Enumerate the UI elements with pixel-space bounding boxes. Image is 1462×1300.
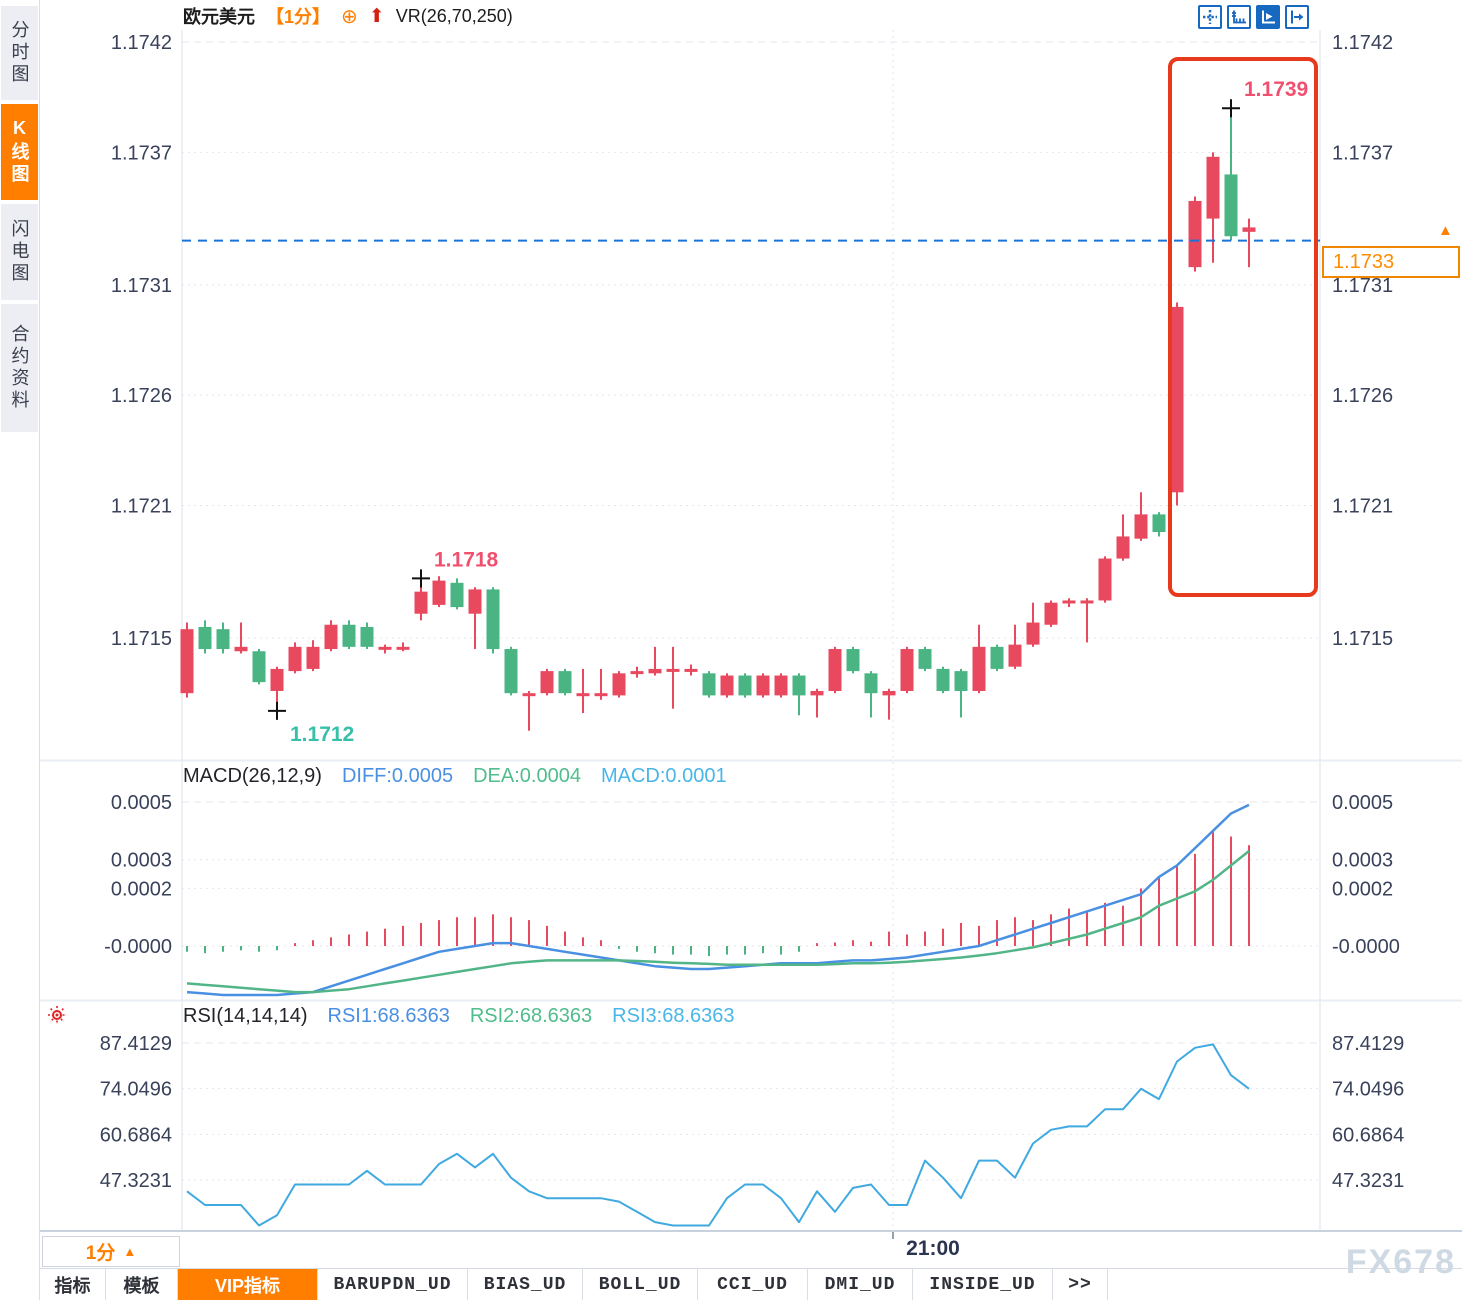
- rsi1-value: RSI1:68.6363: [327, 1004, 450, 1027]
- svg-text:1.1731: 1.1731: [111, 275, 172, 297]
- tab-boll-ud[interactable]: BOLL_UD: [583, 1269, 698, 1300]
- tab-more[interactable]: >>: [1053, 1269, 1108, 1300]
- svg-text:47.3231: 47.3231: [100, 1170, 172, 1192]
- indicator-settings-sun-icon[interactable]: [46, 1004, 68, 1026]
- rsi2-value: RSI2:68.6363: [469, 1004, 593, 1027]
- svg-text:1.1742: 1.1742: [111, 32, 172, 54]
- svg-text:0.0005: 0.0005: [111, 792, 172, 814]
- indicator-label: VR(26,70,250): [395, 5, 513, 26]
- svg-text:1.1731: 1.1731: [1332, 275, 1393, 297]
- svg-text:0.0002: 0.0002: [1332, 878, 1393, 900]
- price-up-arrow-icon: ▲: [1438, 222, 1453, 239]
- interval-value: 1分: [85, 1243, 116, 1264]
- svg-text:87.4129: 87.4129: [1332, 1033, 1404, 1055]
- svg-text:74.0496: 74.0496: [1332, 1079, 1404, 1101]
- svg-text:0.0002: 0.0002: [111, 878, 172, 900]
- svg-text:74.0496: 74.0496: [100, 1079, 172, 1101]
- time-tick: [892, 1232, 894, 1239]
- macd-macd-value: MACD:0.0001: [600, 764, 727, 787]
- svg-text:0.0003: 0.0003: [1332, 850, 1393, 872]
- svg-text:1.1737: 1.1737: [1332, 142, 1393, 164]
- svg-text:1.1718: 1.1718: [434, 548, 499, 571]
- svg-text:0.0003: 0.0003: [111, 850, 172, 872]
- svg-text:1.1712: 1.1712: [290, 723, 354, 746]
- chevron-up-icon: ▲: [123, 1244, 137, 1259]
- tab-indicators[interactable]: 指标: [40, 1269, 106, 1300]
- svg-text:87.4129: 87.4129: [100, 1033, 172, 1055]
- svg-text:47.3231: 47.3231: [1332, 1170, 1404, 1192]
- chart-toolbar: [1198, 5, 1309, 29]
- svg-text:1.1715: 1.1715: [1332, 628, 1393, 650]
- svg-text:1.1726: 1.1726: [1332, 385, 1393, 407]
- time-axis: 21:00: [40, 1232, 1462, 1268]
- svg-text:-0.0000: -0.0000: [104, 936, 172, 958]
- current-price-badge: 1.1733: [1322, 246, 1460, 278]
- tab-cci-ud[interactable]: CCI_UD: [698, 1269, 808, 1300]
- tab-inside-ud[interactable]: INSIDE_UD: [913, 1269, 1053, 1300]
- svg-text:1.1721: 1.1721: [1332, 496, 1393, 518]
- macd-dea-value: DEA:0.0004: [473, 764, 581, 787]
- tab-bias-ud[interactable]: BIAS_UD: [468, 1269, 583, 1300]
- jump-to-latest-icon[interactable]: [1285, 5, 1309, 29]
- rsi-title[interactable]: RSI(14,14,14): [183, 1004, 308, 1027]
- sidebar-tab-flash-chart[interactable]: 闪电图: [1, 204, 38, 300]
- svg-text:1.1715: 1.1715: [111, 628, 172, 650]
- sidebar-tab-kline-chart[interactable]: K线图: [1, 104, 38, 200]
- tab-barupdn-ud[interactable]: BARUPDN_UD: [318, 1269, 468, 1300]
- svg-text:1.1726: 1.1726: [111, 385, 172, 407]
- svg-text:1.1742: 1.1742: [1332, 32, 1393, 54]
- auto-scale-icon[interactable]: [1256, 5, 1280, 29]
- interval-label[interactable]: 【1分】: [266, 7, 331, 27]
- sidebar-tab-contract-info[interactable]: 合约资料: [1, 304, 38, 432]
- sidebar: 分时图 K线图 闪电图 合约资料: [0, 0, 40, 1300]
- rsi-header: RSI(14,14,14) RSI1:68.6363 RSI2:68.6363 …: [183, 1003, 735, 1029]
- chart-header: 欧元美元 【1分】 ⊕ ⬆ VR(26,70,250): [183, 3, 513, 29]
- macd-title[interactable]: MACD(26,12,9): [183, 764, 322, 787]
- sidebar-tab-time-chart[interactable]: 分时图: [1, 6, 38, 100]
- svg-text:60.6864: 60.6864: [100, 1124, 172, 1146]
- svg-text:0.0005: 0.0005: [1332, 792, 1393, 814]
- time-label: 21:00: [906, 1237, 960, 1260]
- svg-text:1.1721: 1.1721: [111, 496, 172, 518]
- rsi3-value: RSI3:68.6363: [612, 1004, 735, 1027]
- symbol-title: 欧元美元: [183, 7, 255, 27]
- bottom-tab-bar: 指标 模板 VIP指标 BARUPDN_UD BIAS_UD BOLL_UD C…: [40, 1268, 1462, 1300]
- macd-diff-value: DIFF:0.0005: [341, 764, 454, 787]
- tab-vip-indicators[interactable]: VIP指标: [178, 1269, 318, 1300]
- interval-selector[interactable]: 1分 ▲: [42, 1236, 180, 1267]
- trend-up-icon: ⬆: [368, 5, 385, 27]
- tab-templates[interactable]: 模板: [106, 1269, 178, 1300]
- crosshair-icon[interactable]: [1198, 5, 1222, 29]
- macd-header: MACD(26,12,9) DIFF:0.0005 DEA:0.0004 MAC…: [183, 763, 727, 789]
- add-indicator-icon[interactable]: ⊕: [341, 5, 358, 28]
- svg-text:60.6864: 60.6864: [1332, 1124, 1404, 1146]
- svg-text:-0.0000: -0.0000: [1332, 936, 1400, 958]
- svg-text:1.1737: 1.1737: [111, 142, 172, 164]
- tab-dmi-ud[interactable]: DMI_UD: [808, 1269, 913, 1300]
- svg-text:1.1739: 1.1739: [1244, 78, 1308, 101]
- axis-scale-icon[interactable]: [1227, 5, 1251, 29]
